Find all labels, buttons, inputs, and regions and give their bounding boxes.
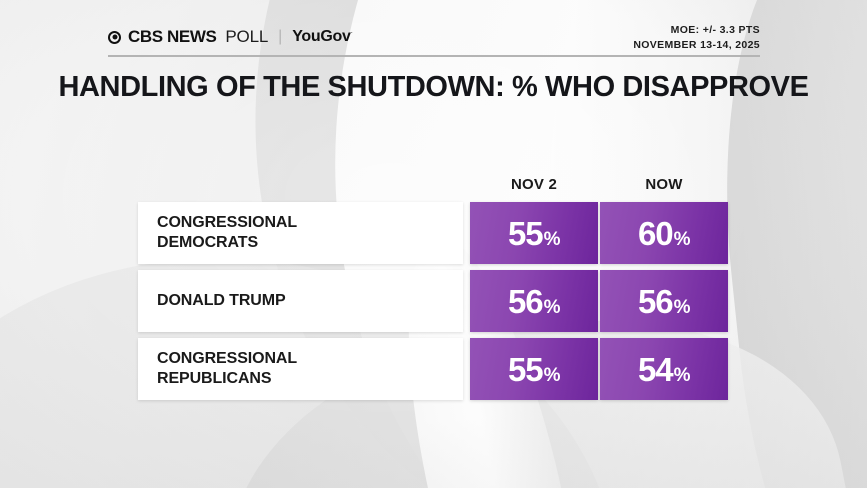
header: CBS NEWS POLL | YouGov· MOE: +/- 3.3 PTS…	[0, 0, 867, 62]
brand-yougov-text: YouGov	[292, 28, 351, 45]
row-label-card: CONGRESSIONAL DEMOCRATS	[138, 202, 463, 264]
value-cell: 56%	[470, 270, 598, 332]
percent-sign: %	[673, 228, 691, 250]
percent-sign: %	[543, 364, 561, 386]
row-label-text: CONGRESSIONAL DEMOCRATS	[157, 214, 298, 251]
value-cell: 55%	[470, 202, 598, 264]
value-number: 60	[637, 214, 674, 252]
moe-line: MOE: +/- 3.3 PTS	[670, 24, 760, 36]
results-table: NOV 2 NOW CONGRESSIONAL DEMOCRATS 55% 60…	[138, 176, 728, 406]
table-row: DONALD TRUMP 56% 56%	[138, 270, 728, 332]
field-dates-line: NOVEMBER 13-14, 2025	[633, 39, 760, 52]
value-number: 54	[637, 350, 674, 388]
cbs-eye-icon	[108, 30, 121, 44]
row-label-text: DONALD TRUMP	[157, 292, 286, 309]
percent-sign: %	[543, 296, 561, 318]
value-number: 56	[637, 282, 674, 320]
value-text: 55%	[507, 214, 561, 252]
brand-poll: POLL	[225, 27, 269, 46]
value-text: 60%	[637, 214, 691, 252]
brand-cbs-news: CBS NEWS	[128, 27, 217, 46]
column-header-nov2: NOV 2	[510, 176, 557, 193]
value-number: 55	[507, 350, 544, 388]
table-row: CONGRESSIONAL DEMOCRATS 55% 60%	[138, 202, 728, 264]
value-cell: 60%	[600, 202, 728, 264]
row-label-card: CONGRESSIONAL REPUBLICANS	[138, 338, 463, 400]
value-number: 56	[507, 282, 544, 320]
table-row: CONGRESSIONAL REPUBLICANS 55% 54%	[138, 338, 728, 400]
brand-divider: |	[278, 28, 283, 45]
value-cell: 56%	[600, 270, 728, 332]
row-label-card: DONALD TRUMP	[138, 270, 463, 332]
margin-of-error-block: MOE: +/- 3.3 PTS NOVEMBER 13-14, 2025	[633, 23, 760, 53]
value-text: 55%	[507, 350, 561, 388]
percent-sign: %	[543, 228, 561, 250]
header-divider-rule	[108, 55, 760, 57]
brand-yougov: YouGov·	[292, 28, 353, 46]
value-number: 55	[507, 214, 544, 252]
value-text: 56%	[637, 282, 691, 320]
brand-lockup: CBS NEWS POLL | YouGov·	[108, 27, 353, 47]
value-text: 56%	[507, 282, 561, 320]
column-header-now: NOW	[645, 176, 683, 193]
row-label-text: CONGRESSIONAL REPUBLICANS	[157, 350, 298, 387]
value-cell: 54%	[600, 338, 728, 400]
percent-sign: %	[673, 296, 691, 318]
column-headers: NOV 2 NOW	[138, 176, 728, 202]
value-text: 54%	[637, 350, 691, 388]
percent-sign: %	[673, 364, 691, 386]
value-cell: 55%	[470, 338, 598, 400]
trademark-mark: ·	[350, 29, 353, 37]
page-title: HANDLING OF THE SHUTDOWN: % WHO DISAPPRO…	[58, 71, 809, 103]
